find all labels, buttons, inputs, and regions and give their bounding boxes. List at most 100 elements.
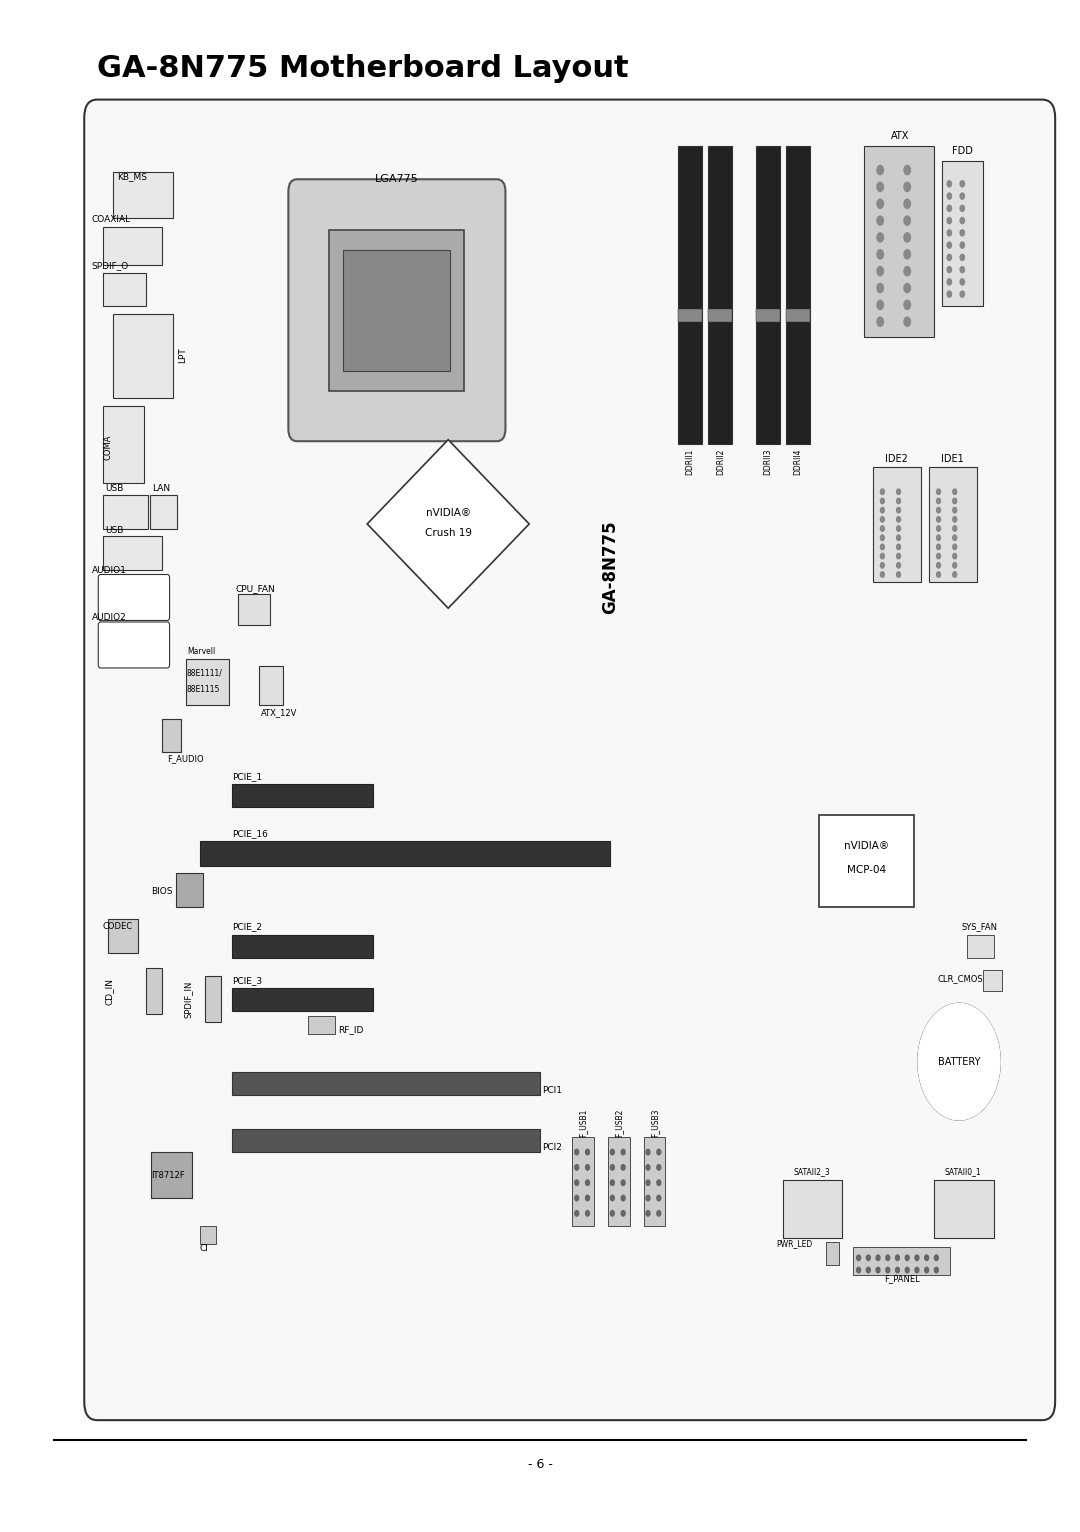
Circle shape xyxy=(953,562,957,568)
Circle shape xyxy=(621,1210,625,1216)
Circle shape xyxy=(904,283,910,293)
Text: AUDIO1: AUDIO1 xyxy=(92,565,126,574)
Bar xyxy=(608,1137,630,1226)
Circle shape xyxy=(896,562,901,568)
Circle shape xyxy=(960,242,964,248)
Text: COMA: COMA xyxy=(104,435,112,460)
Text: ATX: ATX xyxy=(890,130,909,141)
Circle shape xyxy=(585,1149,590,1155)
Bar xyxy=(108,919,138,953)
Circle shape xyxy=(947,193,951,199)
Circle shape xyxy=(960,218,964,224)
Circle shape xyxy=(947,230,951,236)
Text: PCIE_1: PCIE_1 xyxy=(232,772,262,781)
Circle shape xyxy=(947,254,951,260)
Text: 88E1115: 88E1115 xyxy=(187,685,220,694)
Circle shape xyxy=(585,1195,590,1201)
Circle shape xyxy=(904,300,910,309)
Circle shape xyxy=(880,489,885,495)
Circle shape xyxy=(610,1210,615,1216)
Circle shape xyxy=(896,553,901,559)
Bar xyxy=(176,873,203,907)
Circle shape xyxy=(657,1164,661,1170)
Circle shape xyxy=(936,535,941,541)
Circle shape xyxy=(877,283,883,293)
Circle shape xyxy=(877,267,883,276)
Circle shape xyxy=(960,267,964,273)
Circle shape xyxy=(904,199,910,208)
Circle shape xyxy=(876,1267,880,1273)
Circle shape xyxy=(886,1255,890,1261)
Circle shape xyxy=(866,1267,870,1273)
Bar xyxy=(708,146,732,444)
Text: CODEC: CODEC xyxy=(103,922,133,931)
Text: 88E1111/: 88E1111/ xyxy=(187,668,222,677)
Circle shape xyxy=(621,1149,625,1155)
Circle shape xyxy=(960,230,964,236)
Circle shape xyxy=(947,291,951,297)
Circle shape xyxy=(947,205,951,211)
Text: FDD: FDD xyxy=(951,146,973,156)
Circle shape xyxy=(585,1210,590,1216)
Circle shape xyxy=(896,535,901,541)
Circle shape xyxy=(896,525,901,532)
Text: SATAII0_1: SATAII0_1 xyxy=(945,1167,982,1177)
Circle shape xyxy=(880,571,885,578)
Circle shape xyxy=(880,525,885,532)
Bar xyxy=(103,406,144,483)
Text: GA-8N775 Motherboard Layout: GA-8N775 Motherboard Layout xyxy=(97,55,629,83)
Text: LAN: LAN xyxy=(152,484,171,493)
Bar xyxy=(232,784,373,807)
Bar xyxy=(786,146,810,444)
FancyBboxPatch shape xyxy=(98,574,170,620)
Bar xyxy=(205,976,221,1022)
Text: IT8712F: IT8712F xyxy=(151,1170,185,1180)
Circle shape xyxy=(895,1267,900,1273)
Bar xyxy=(783,1180,842,1238)
Text: ATX_12V: ATX_12V xyxy=(261,708,298,717)
Circle shape xyxy=(953,535,957,541)
Circle shape xyxy=(657,1195,661,1201)
Circle shape xyxy=(918,1003,1000,1120)
Bar xyxy=(678,146,702,444)
Circle shape xyxy=(936,553,941,559)
Circle shape xyxy=(880,562,885,568)
Text: - 6 -: - 6 - xyxy=(527,1458,553,1471)
Circle shape xyxy=(646,1164,650,1170)
Text: PCI1: PCI1 xyxy=(542,1086,563,1095)
Circle shape xyxy=(880,553,885,559)
Bar xyxy=(644,1137,665,1226)
Text: PCIE_2: PCIE_2 xyxy=(232,922,262,931)
Text: SPDIF_O: SPDIF_O xyxy=(92,260,129,270)
Text: nVIDIA®: nVIDIA® xyxy=(843,841,889,850)
Bar xyxy=(151,1152,192,1198)
Text: RF_ID: RF_ID xyxy=(338,1025,363,1034)
Bar xyxy=(786,309,810,322)
Bar xyxy=(238,594,270,625)
Circle shape xyxy=(575,1195,579,1201)
Bar xyxy=(186,659,229,705)
Circle shape xyxy=(610,1149,615,1155)
Text: COAXIAL: COAXIAL xyxy=(92,214,131,224)
Bar xyxy=(873,467,921,582)
Text: CI: CI xyxy=(200,1244,208,1253)
Circle shape xyxy=(646,1149,650,1155)
Text: LGA775: LGA775 xyxy=(375,173,418,184)
Text: CD_IN: CD_IN xyxy=(105,977,113,1005)
Circle shape xyxy=(924,1267,929,1273)
Circle shape xyxy=(877,250,883,259)
Circle shape xyxy=(896,544,901,550)
Circle shape xyxy=(960,291,964,297)
Circle shape xyxy=(915,1267,919,1273)
Text: AUDIO2: AUDIO2 xyxy=(92,613,126,622)
Bar xyxy=(150,495,177,529)
Circle shape xyxy=(877,182,883,192)
Bar xyxy=(232,935,373,958)
Circle shape xyxy=(936,571,941,578)
Bar xyxy=(929,467,977,582)
Text: PCIE_3: PCIE_3 xyxy=(232,976,262,985)
Circle shape xyxy=(915,1255,919,1261)
Circle shape xyxy=(880,544,885,550)
Text: F_PANEL: F_PANEL xyxy=(883,1275,920,1284)
Circle shape xyxy=(960,254,964,260)
